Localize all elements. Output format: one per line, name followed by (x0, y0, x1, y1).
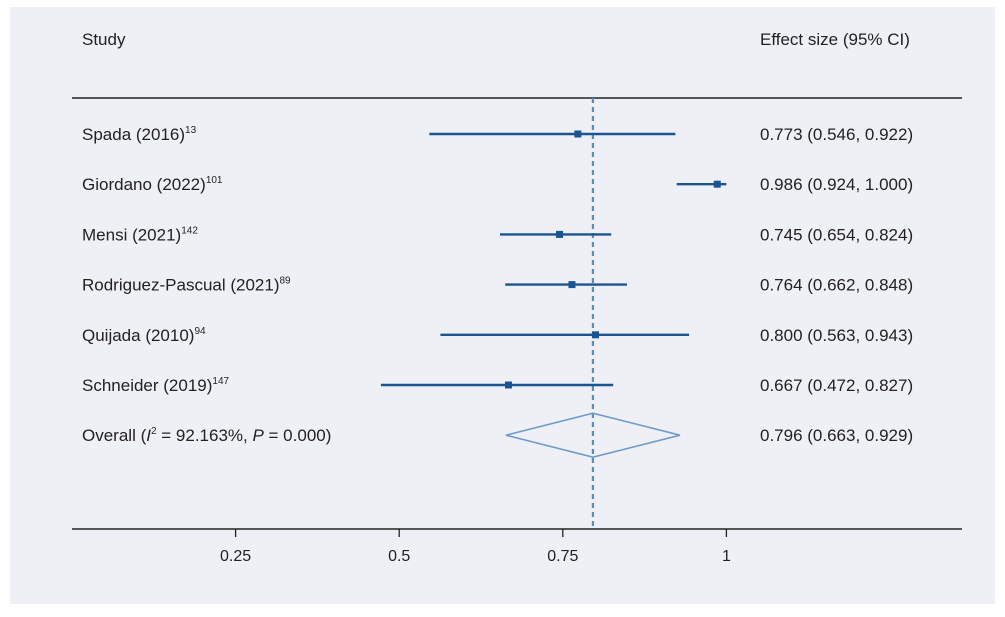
study-row: Giordano (2022)101 0.986 (0.924, 1.000) (82, 175, 913, 194)
overall-effect-size-value: 0.796 (0.663, 0.929) (760, 426, 913, 445)
point-estimate-marker (592, 331, 600, 339)
point-estimate-marker (574, 130, 582, 138)
study-row: Schneider (2019)147 0.667 (0.472, 0.827) (82, 376, 913, 395)
point-estimate-marker (504, 381, 512, 389)
study-row: Spada (2016)13 0.773 (0.546, 0.922) (82, 125, 913, 144)
effect-size-value: 0.800 (0.563, 0.943) (760, 326, 913, 345)
study-rows: Spada (2016)13 0.773 (0.546, 0.922) Giorda… (82, 125, 913, 395)
study-label: Giordano (2022)101 (82, 175, 223, 194)
x-tick-label: 0.25 (220, 548, 251, 565)
x-tick-label: 1 (722, 548, 731, 565)
study-row: Rodriguez-Pascual (2021)89 0.764 (0.662, … (82, 276, 913, 295)
effect-size-column-header: Effect size (95% CI) (760, 30, 910, 49)
effect-size-value: 0.773 (0.546, 0.922) (760, 125, 913, 144)
study-label: Schneider (2019)147 (82, 376, 230, 395)
study-reference-superscript: 101 (206, 175, 223, 186)
p-value: = 0.000) (264, 426, 332, 445)
study-label: Mensi (2021)142 (82, 225, 198, 244)
effect-size-value: 0.745 (0.654, 0.824) (760, 225, 913, 244)
i-squared-superscript: 2 (151, 426, 157, 437)
x-axis-ticks: 0.25 0.5 0.75 1 (220, 529, 731, 565)
i-squared-value: = 92.163%, (157, 426, 253, 445)
effect-size-value: 0.764 (0.662, 0.848) (760, 276, 913, 295)
overall-prefix: Overall ( (82, 426, 147, 445)
i-squared-symbol: I (146, 426, 151, 445)
study-reference-superscript: 142 (181, 225, 198, 236)
point-estimate-marker (568, 281, 576, 289)
p-symbol: P (252, 426, 264, 445)
point-estimate-marker (713, 180, 721, 188)
overall-label: Overall (I2 = 92.163%, P = 0.000) (82, 426, 331, 445)
study-row: Quijada (2010)94 0.800 (0.563, 0.943) (82, 326, 913, 345)
study-reference-superscript: 13 (185, 125, 197, 136)
study-label: Rodriguez-Pascual (2021)89 (82, 276, 291, 295)
x-tick-label: 0.5 (388, 548, 410, 565)
study-label: Quijada (2010)94 (82, 326, 206, 345)
study-reference-superscript: 94 (194, 326, 206, 337)
study-column-header: Study (82, 30, 126, 49)
study-reference-superscript: 89 (280, 276, 292, 287)
study-reference-superscript: 147 (212, 376, 229, 387)
study-label: Spada (2016)13 (82, 125, 197, 144)
study-row: Mensi (2021)142 0.745 (0.654, 0.824) (82, 225, 913, 244)
overall-diamond (505, 412, 681, 459)
effect-size-value: 0.667 (0.472, 0.827) (760, 376, 913, 395)
effect-size-value: 0.986 (0.924, 1.000) (760, 175, 913, 194)
overall-row: Overall (I2 = 92.163%, P = 0.000) 0.796 (… (82, 412, 913, 459)
point-estimate-marker (556, 230, 564, 238)
x-tick-label: 0.75 (547, 548, 578, 565)
plot-background (10, 7, 995, 604)
